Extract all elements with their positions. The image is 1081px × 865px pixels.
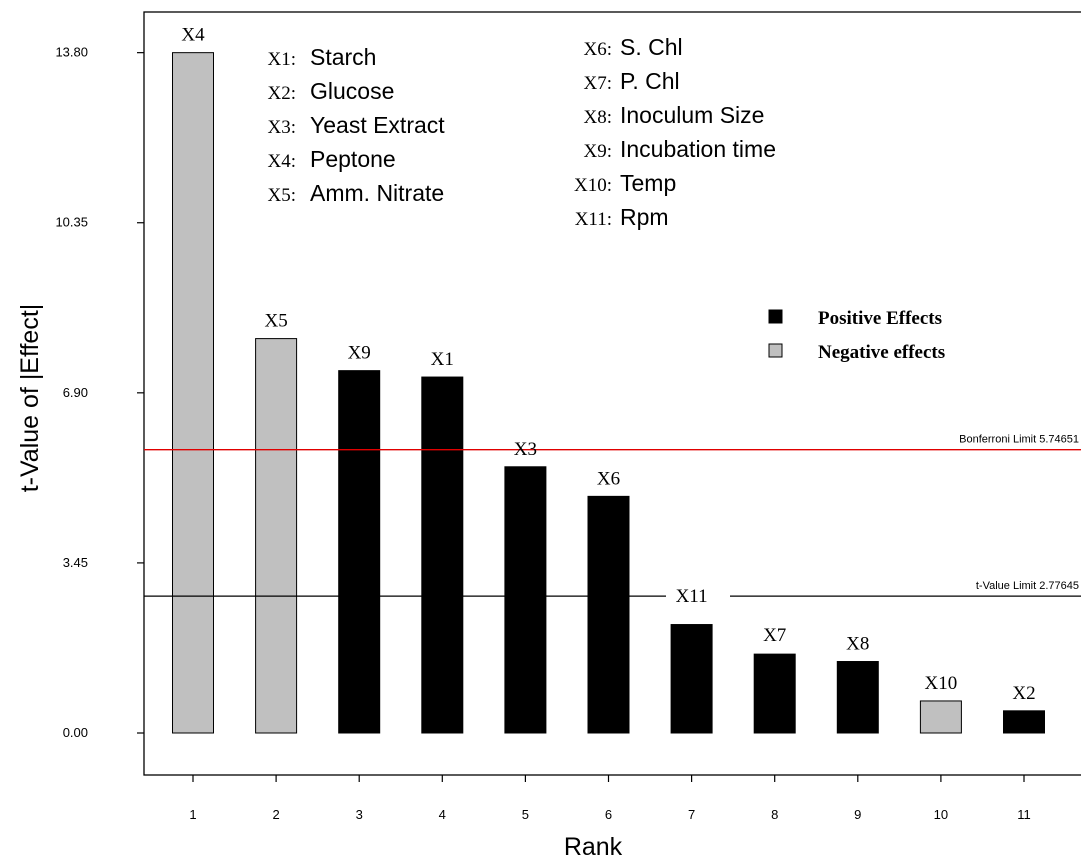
factor-name-x10: Temp <box>620 170 676 196</box>
bar-label-x5: X5 <box>264 311 287 332</box>
y-tick-label: 0.00 <box>63 725 88 740</box>
x-tick-label: 1 <box>189 807 196 822</box>
bar-x3 <box>504 466 547 734</box>
y-tick-label: 13.80 <box>55 45 88 60</box>
plot-frame <box>143 11 1081 776</box>
bar-label-x6: X6 <box>597 468 620 489</box>
factor-name-x3: Yeast Extract <box>310 112 445 138</box>
x-tick-label: 6 <box>605 807 612 822</box>
bar-label-x11: X11 <box>676 586 708 607</box>
positive-effect-label: Positive Effects <box>818 308 942 329</box>
factor-name-x4: Peptone <box>310 146 396 172</box>
bar-x11 <box>670 624 713 734</box>
bar-x2 <box>1003 710 1045 734</box>
factor-code-x3: X3: <box>268 117 297 138</box>
bar-x4 <box>172 52 214 734</box>
factor-name-x7: P. Chl <box>620 68 680 94</box>
factor-code-x11: X11: <box>575 209 612 230</box>
bar-label-x3: X3 <box>514 439 537 460</box>
x-tick-label: 3 <box>356 807 363 822</box>
x-tick-label: 4 <box>439 807 446 822</box>
factor-name-x1: Starch <box>310 44 376 70</box>
bar-x1 <box>421 376 464 734</box>
x-tick-label: 9 <box>854 807 861 822</box>
bar-x8 <box>836 661 879 734</box>
bar-x9 <box>338 370 381 734</box>
bar-x5 <box>255 338 298 734</box>
factor-code-x4: X4: <box>268 151 297 172</box>
bonferroni-limit-label: Bonferroni Limit 5.74651 <box>959 434 1079 446</box>
factor-code-x8: X8: <box>584 107 613 128</box>
x-tick-label: 2 <box>272 807 279 822</box>
factor-name-x2: Glucose <box>310 78 394 104</box>
bar-x7 <box>753 653 796 734</box>
factor-code-x10: X10: <box>574 175 612 196</box>
factor-name-x11: Rpm <box>620 204 669 230</box>
y-axis-title: t-Value of |Effect| <box>16 304 44 493</box>
factor-code-x2: X2: <box>268 83 297 104</box>
positive-effect-swatch <box>768 309 783 324</box>
factor-name-x9: Incubation time <box>620 136 776 162</box>
bar-label-x9: X9 <box>348 343 371 364</box>
x-tick-label: 5 <box>522 807 529 822</box>
factor-code-x5: X5: <box>268 185 297 206</box>
x-tick-label: 10 <box>934 807 948 822</box>
bar-x6 <box>587 495 630 734</box>
bar-label-x8: X8 <box>846 634 869 655</box>
factor-code-x7: X7: <box>584 73 613 94</box>
factor-code-x6: X6: <box>584 39 613 60</box>
factor-code-x1: X1: <box>268 49 297 70</box>
x-tick-label: 8 <box>771 807 778 822</box>
negative-effect-label: Negative effects <box>818 342 945 363</box>
bar-label-x1: X1 <box>431 349 454 370</box>
y-tick-label: 3.45 <box>63 555 88 570</box>
bar-label-x4: X4 <box>181 25 205 46</box>
factor-name-x5: Amm. Nitrate <box>310 180 444 206</box>
bar-x10 <box>919 700 962 734</box>
y-tick-label: 6.90 <box>63 385 88 400</box>
factor-code-x9: X9: <box>584 141 613 162</box>
x-tick-label: 7 <box>688 807 695 822</box>
factor-name-x6: S. Chl <box>620 34 683 60</box>
factor-name-x8: Inoculum Size <box>620 102 764 128</box>
x-axis-title: Rank <box>564 833 623 861</box>
tvalue-limit-label: t-Value Limit 2.77645 <box>976 580 1079 592</box>
bar-label-x2: X2 <box>1012 683 1035 704</box>
y-tick-label: 10.35 <box>55 215 88 230</box>
bar-label-x7: X7 <box>763 625 786 646</box>
bar-label-x10: X10 <box>925 673 958 694</box>
x-tick-label: 11 <box>1017 807 1031 822</box>
negative-effect-swatch <box>768 343 783 358</box>
